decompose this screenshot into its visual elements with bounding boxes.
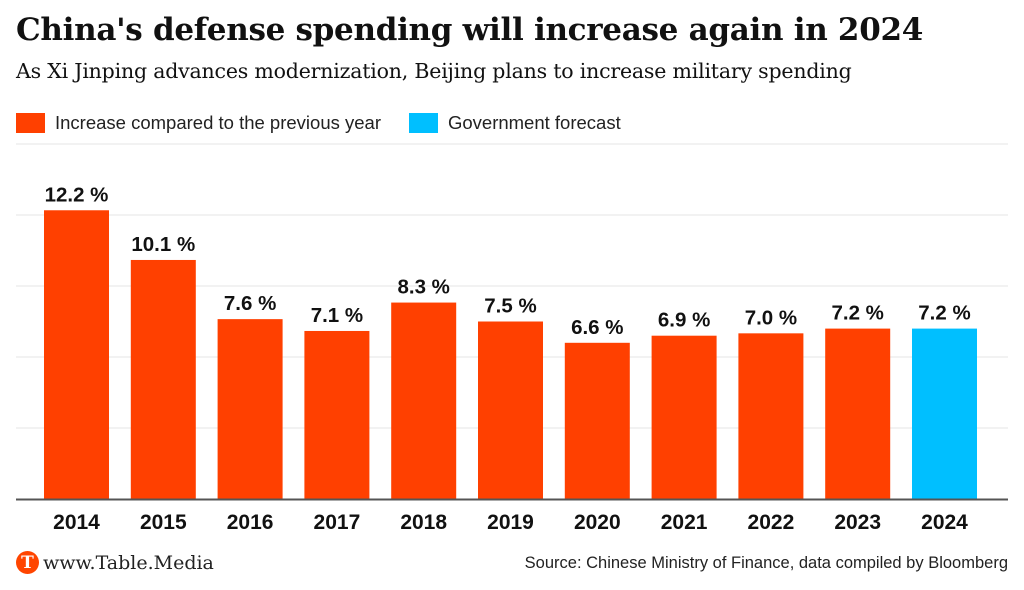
x-tick-label-2018: 2018: [400, 511, 447, 534]
x-tick-label-2019: 2019: [487, 511, 534, 534]
bar-2022: [738, 333, 804, 499]
x-tick-label-2017: 2017: [314, 511, 361, 534]
bar-2024: [912, 328, 977, 499]
bar-2019: [478, 321, 543, 499]
x-tick-label-2014: 2014: [53, 511, 100, 534]
bar-2015: [130, 259, 196, 499]
chart-subtitle: As Xi Jinping advances modernization, Be…: [16, 59, 852, 83]
legend-swatch-forecast: [408, 113, 438, 133]
x-tick-label-2015: 2015: [140, 511, 187, 534]
bar-2017: [304, 330, 370, 499]
logo-t-icon: T: [16, 551, 39, 574]
legend-label-increase: Increase compared to the previous year: [55, 112, 381, 133]
x-tick-label-2023: 2023: [834, 511, 881, 534]
value-label-2018: 8.3 %: [397, 276, 449, 299]
x-tick-label-2016: 2016: [227, 511, 274, 534]
bar-2016: [217, 319, 283, 499]
site-url: www.Table.Media: [43, 551, 214, 574]
legend-swatch-increase: [16, 113, 45, 133]
value-label-2023: 7.2 %: [831, 302, 883, 325]
x-tick-label-2021: 2021: [661, 511, 708, 534]
bars: [44, 210, 977, 499]
legend: Increase compared to the previous year G…: [16, 112, 649, 134]
value-label-2020: 6.6 %: [571, 316, 623, 339]
legend-label-forecast: Government forecast: [447, 112, 621, 133]
legend-item-increase: Increase compared to the previous year: [16, 112, 381, 134]
chart-title: China's defense spending will increase a…: [16, 12, 924, 48]
value-label-2024: 7.2 %: [918, 302, 970, 325]
source-note: Source: Chinese Ministry of Finance, dat…: [524, 554, 1008, 572]
x-tick-label-2024: 2024: [921, 511, 968, 534]
legend-item-forecast: Government forecast: [408, 112, 621, 134]
value-label-2015: 10.1 %: [131, 233, 195, 256]
table-media-logo: T www.Table.Media: [16, 551, 214, 574]
bar-2023: [825, 328, 891, 499]
value-label-2019: 7.5 %: [484, 295, 536, 318]
bar-2020: [564, 342, 630, 499]
bar-2014: [44, 210, 109, 499]
value-label-2016: 7.6 %: [224, 292, 276, 315]
x-tick-label-2022: 2022: [748, 511, 795, 534]
value-label-2021: 6.9 %: [658, 309, 710, 332]
x-tick-labels: 2014 2015 2016 2017 2018 2019 2020 2021 2022 2023…: [53, 511, 968, 534]
bar-2018: [391, 302, 457, 499]
value-labels: 12.2 % 10.1 % 7.6 % 7.1 % 8.3 % 7.5 % 6.6 % 6.9…: [45, 183, 971, 339]
value-label-2014: 12.2 %: [45, 183, 109, 206]
value-label-2022: 7.0 %: [745, 306, 797, 329]
x-tick-label-2020: 2020: [574, 511, 621, 534]
value-label-2017: 7.1 %: [311, 304, 363, 327]
bar-2021: [651, 335, 717, 499]
